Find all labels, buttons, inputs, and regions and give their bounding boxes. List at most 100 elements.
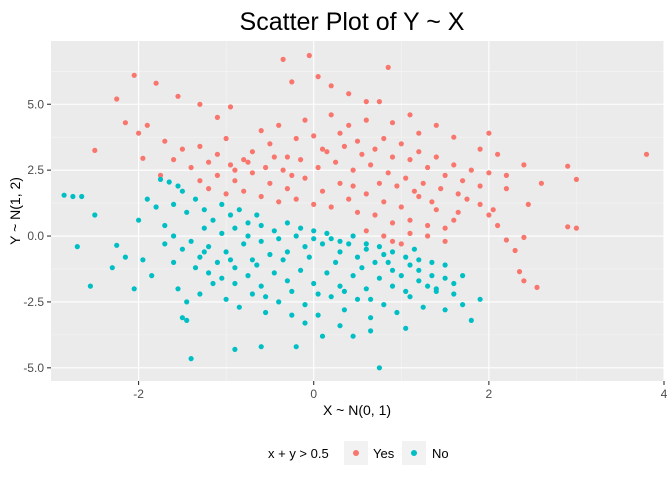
data-point-yes [267, 141, 273, 147]
data-point-yes [263, 164, 269, 171]
data-point-no [420, 304, 426, 310]
data-points [61, 52, 650, 371]
data-point-no [311, 236, 317, 242]
data-point-no [153, 204, 159, 210]
data-point-no [389, 283, 396, 289]
data-point-yes [389, 220, 396, 226]
data-point-yes [477, 201, 483, 207]
data-point-yes [157, 172, 164, 178]
data-point-yes [385, 64, 391, 70]
data-point-yes [302, 175, 308, 181]
legend-label-no: No [432, 446, 449, 461]
data-point-yes [350, 183, 356, 189]
data-point-no [328, 236, 334, 242]
data-point-no [468, 317, 474, 323]
data-point-yes [175, 93, 181, 99]
data-point-yes [197, 143, 203, 149]
data-point-yes [486, 130, 492, 136]
data-point-no [350, 273, 356, 279]
data-point-yes [416, 130, 422, 136]
data-point-no [346, 241, 352, 247]
data-point-no [171, 259, 177, 265]
data-point-yes [438, 186, 444, 192]
data-point-yes [394, 183, 400, 189]
data-point-no [359, 265, 365, 271]
data-point-no [223, 296, 229, 302]
data-point-no [350, 333, 356, 339]
grid-lines [51, 41, 665, 381]
data-point-yes [306, 52, 312, 59]
data-point-yes [376, 99, 382, 105]
data-point-no [197, 291, 203, 297]
data-point-yes [276, 199, 282, 205]
data-point-yes [258, 193, 264, 200]
data-point-yes [495, 222, 501, 229]
data-point-no [460, 302, 466, 308]
data-point-yes [302, 117, 308, 123]
data-point-no [232, 225, 238, 231]
data-point-no [184, 209, 190, 215]
data-point-yes [197, 178, 203, 184]
data-point-yes [398, 204, 404, 210]
legend-title: x + y > 0.5 [268, 446, 329, 461]
data-point-yes [214, 172, 220, 178]
data-point-yes [534, 284, 540, 290]
data-point-no [289, 288, 295, 294]
data-point-no [433, 286, 439, 292]
data-point-yes [271, 154, 277, 160]
data-point-no [376, 244, 382, 250]
data-point-yes [333, 159, 339, 165]
data-point-yes [398, 141, 404, 147]
data-point-no [411, 246, 417, 252]
data-point-no [162, 241, 168, 247]
data-point-yes [245, 159, 251, 165]
data-point-yes [114, 96, 120, 102]
data-point-yes [565, 224, 571, 230]
data-point-yes [289, 172, 295, 178]
data-point-yes [214, 151, 220, 157]
x-tick-label: 0 [310, 387, 317, 401]
data-point-yes [372, 212, 378, 218]
data-point-yes [350, 167, 356, 173]
data-point-no [258, 238, 264, 244]
data-point-yes [425, 164, 431, 171]
x-tick-label: 4 [661, 387, 668, 401]
data-point-yes [232, 178, 238, 184]
data-point-no [337, 249, 343, 255]
data-point-no [451, 280, 457, 287]
data-point-yes [319, 188, 326, 194]
data-point-no [254, 262, 260, 268]
data-point-yes [477, 183, 483, 189]
data-point-no [298, 267, 304, 273]
data-point-no [223, 249, 229, 255]
data-point-yes [363, 228, 369, 234]
data-point-no [293, 344, 299, 350]
data-point-no [302, 320, 308, 326]
data-point-no [74, 244, 80, 250]
data-point-yes [389, 120, 396, 126]
data-point-no [284, 249, 290, 255]
data-point-no [201, 225, 207, 231]
data-point-no [184, 299, 190, 305]
data-point-yes [241, 188, 247, 194]
data-point-no [302, 244, 308, 250]
data-point-yes [455, 209, 461, 215]
data-point-no [416, 267, 422, 273]
data-point-yes [341, 143, 347, 149]
data-point-yes [206, 159, 212, 165]
data-point-yes [389, 238, 396, 244]
data-point-yes [407, 157, 413, 163]
data-point-no [368, 328, 374, 334]
data-point-yes [490, 207, 496, 213]
data-point-yes [171, 157, 177, 163]
y-axis-title: Y ~ N(1, 2) [7, 177, 23, 245]
data-point-yes [311, 201, 317, 207]
data-point-yes [267, 180, 273, 186]
data-point-yes [363, 191, 369, 197]
data-point-yes [328, 83, 334, 89]
data-point-yes [206, 186, 212, 192]
data-point-no [79, 193, 85, 200]
data-point-no [140, 257, 146, 263]
data-point-no [87, 283, 93, 289]
data-point-no [425, 283, 431, 289]
